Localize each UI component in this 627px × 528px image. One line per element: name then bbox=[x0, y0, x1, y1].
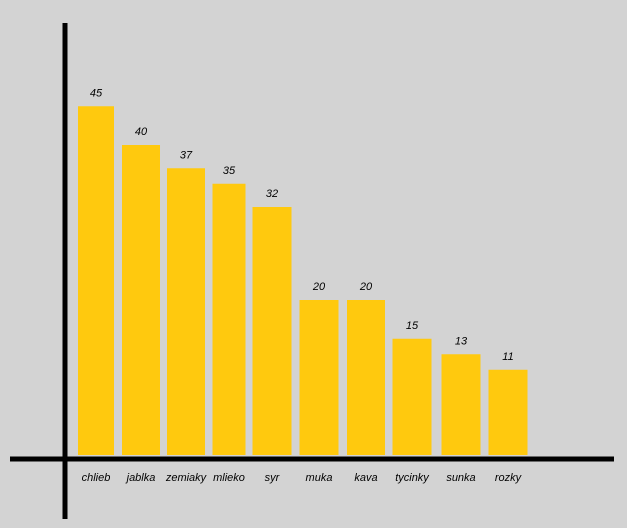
value-label-muka: 20 bbox=[312, 281, 326, 293]
bar-rozky bbox=[488, 369, 528, 455]
category-label-kava: kava bbox=[354, 472, 377, 484]
bar-chlieb bbox=[78, 106, 114, 455]
category-label-tycinky: tycinky bbox=[395, 472, 430, 484]
category-labels-group: chlieb jablka zemiaky mlieko syr muka kava tyci… bbox=[82, 472, 523, 484]
value-label-syr: 32 bbox=[266, 188, 278, 200]
bar-mlieko bbox=[212, 183, 246, 455]
category-label-zemiaky: zemiaky bbox=[165, 472, 208, 484]
value-label-sunka: 13 bbox=[455, 335, 468, 347]
category-label-jablka: jablka bbox=[125, 472, 156, 484]
bar-kava bbox=[347, 300, 385, 455]
bar-syr bbox=[252, 207, 292, 455]
bars-group bbox=[78, 106, 528, 455]
bar-sunka bbox=[441, 354, 481, 455]
value-label-zemiaky: 37 bbox=[180, 149, 193, 161]
value-label-rozky: 11 bbox=[502, 351, 513, 363]
category-label-muka: muka bbox=[306, 472, 333, 484]
bar-muka bbox=[299, 300, 339, 455]
category-label-chlieb: chlieb bbox=[82, 472, 111, 484]
value-labels-group: 45 40 37 35 32 20 20 15 13 11 bbox=[90, 87, 514, 363]
bar-tycinky bbox=[392, 338, 432, 455]
category-label-sunka: sunka bbox=[446, 472, 475, 484]
value-label-tycinky: 15 bbox=[406, 320, 419, 332]
category-label-mlieko: mlieko bbox=[213, 472, 245, 484]
value-label-mlieko: 35 bbox=[223, 165, 236, 177]
value-label-jablka: 40 bbox=[135, 126, 148, 138]
bar-zemiaky bbox=[167, 168, 205, 455]
category-label-rozky: rozky bbox=[495, 472, 523, 484]
category-label-syr: syr bbox=[265, 472, 281, 484]
bar-jablka bbox=[122, 145, 160, 455]
value-label-kava: 20 bbox=[359, 281, 373, 293]
value-label-chlieb: 45 bbox=[90, 87, 103, 99]
